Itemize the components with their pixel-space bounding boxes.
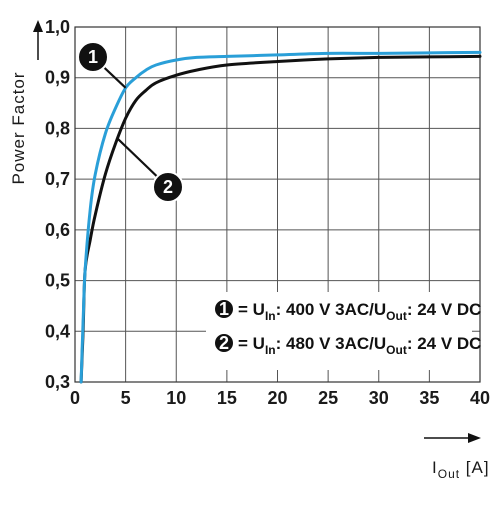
plot-frame — [74, 26, 481, 383]
y-tick-label: 0,8 — [45, 118, 70, 138]
x-tick-label: 35 — [419, 388, 439, 408]
y-tick-label: 0,6 — [45, 220, 70, 240]
series-marker-1: 1 — [77, 41, 109, 73]
legend-entry-2: = UIn: 480 V 3AC/UOut: 24 V DC — [238, 334, 481, 357]
x-axis-arrow-head — [468, 433, 481, 443]
y-axis-label: Power Factor — [9, 71, 28, 184]
y-tick-label: 0,5 — [45, 271, 70, 291]
badge-number: 2 — [163, 177, 173, 197]
x-tick-label: 10 — [166, 388, 186, 408]
legend-box — [206, 292, 472, 370]
x-axis-label-unit: [A] — [460, 458, 490, 477]
legend-entry-1: = UIn: 400 V 3AC/UOut: 24 V DC — [238, 300, 481, 323]
x-tick-label: 15 — [217, 388, 237, 408]
x-tick-label: 25 — [318, 388, 338, 408]
legend-marker-1: 1 — [213, 298, 235, 320]
y-tick-label: 1,0 — [45, 17, 70, 37]
grid — [74, 26, 481, 383]
y-tick-label: 0,7 — [45, 169, 70, 189]
badge-number: 2 — [219, 333, 229, 353]
legend-text-part: = U — [238, 300, 265, 319]
x-tick-label: 20 — [267, 388, 287, 408]
y-axis-arrow-head — [33, 20, 43, 32]
y-tick-label: 0,4 — [45, 321, 70, 341]
legend-text-part: = U — [238, 334, 265, 353]
badge-circle — [77, 41, 109, 73]
badge-number: 1 — [88, 47, 98, 67]
x-tick-label: 40 — [470, 388, 490, 408]
series-line-2 — [79, 54, 482, 384]
series-layer — [79, 50, 482, 384]
badge-circle — [213, 332, 235, 354]
legend-subscript: In — [265, 343, 276, 357]
y-tick-label: 0,3 — [45, 372, 70, 392]
legend-text-part: : 400 V 3AC/U — [276, 300, 387, 319]
legend: 1 = UIn: 400 V 3AC/UOut: 24 V DC2 = UIn: 4… — [206, 292, 481, 370]
series-line-1 — [79, 50, 482, 384]
legend-text-part: : 24 V DC — [407, 300, 482, 319]
badge-number: 1 — [219, 299, 229, 319]
x-tick-label: 5 — [121, 388, 131, 408]
legend-subscript: In — [265, 309, 276, 323]
x-axis-label-sub: Out — [438, 467, 460, 481]
x-axis-label: IOut [A] — [432, 458, 490, 481]
axes: 0 5 10 15 20 25 30 35 40 0,3 0,4 0,5 0,6 0,7 0,8 0,9 1,0 — [45, 17, 490, 408]
legend-subscript: Out — [386, 343, 407, 357]
legend-subscript: Out — [386, 309, 407, 323]
x-axis-label-main: I — [432, 458, 438, 477]
x-tick-label: 0 — [70, 388, 80, 408]
series-callouts: 12 — [77, 41, 184, 203]
legend-text-part: : 24 V DC — [407, 334, 482, 353]
y-tick-label: 0,9 — [45, 68, 70, 88]
series-marker-2: 2 — [152, 171, 184, 203]
badge-circle — [152, 171, 184, 203]
legend-marker-2: 2 — [213, 332, 235, 354]
x-tick-label: 30 — [369, 388, 389, 408]
badge-circle — [213, 298, 235, 320]
legend-text-part: : 480 V 3AC/U — [276, 334, 387, 353]
